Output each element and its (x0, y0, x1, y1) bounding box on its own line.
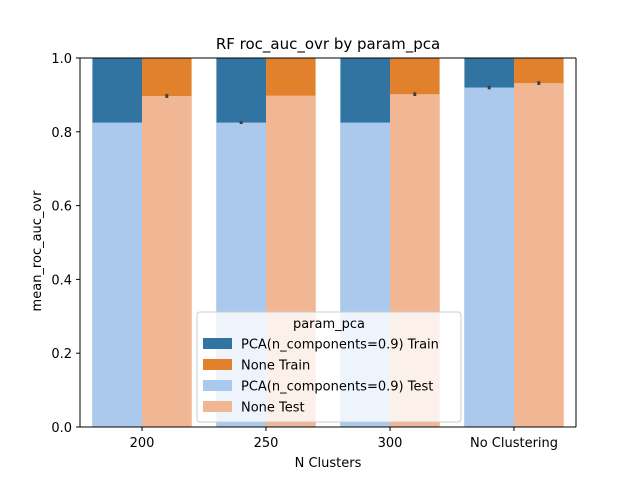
legend-frame (196, 311, 462, 423)
y-tick-label: 0.6 (51, 200, 72, 215)
x-axis-title: N Clusters (295, 456, 362, 471)
bar-pca-n-components-0-9-test-no-clustering (464, 87, 514, 428)
y-tick-label: 0.8 (51, 126, 72, 141)
legend-label-none-train: None Train (241, 359, 310, 374)
legend-label-pca-n-components-0-9-test: PCA(n_components=0.9) Test (241, 380, 433, 395)
error-bars-layer (165, 81, 541, 125)
bar-pca-n-components-0-9-test-200 (92, 122, 142, 427)
y-axis-title: mean_roc_auc_ovr (30, 190, 45, 312)
y-tick-label: 0.2 (51, 347, 72, 362)
legend: param_pca PCA(n_components=0.9) Train Non… (196, 311, 462, 423)
axes-layer: 0.0 0.2 0.4 0.6 0.8 1.0 200 250 300 No Clustering (51, 52, 577, 451)
y-tick-label: 0.0 (51, 421, 72, 436)
legend-swatch-none-test (203, 401, 232, 412)
bar-none-test-200 (142, 96, 192, 427)
chart-title: RF roc_auc_ovr by param_pca (216, 35, 440, 54)
x-tick-label-no-clustering: No Clustering (470, 436, 558, 451)
legend-swatch-none-train (203, 359, 232, 370)
y-tick-label: 1.0 (51, 52, 72, 67)
x-tick-label-200: 200 (130, 436, 155, 451)
legend-title: param_pca (293, 317, 365, 332)
legend-label-pca-n-components-0-9-train: PCA(n_components=0.9) Train (241, 338, 439, 353)
x-tick-label-250: 250 (254, 436, 279, 451)
x-tick-label-300: 300 (378, 436, 403, 451)
bar-none-test-no-clustering (514, 83, 564, 427)
y-tick-label: 0.4 (51, 273, 72, 288)
legend-swatch-pca-n-components-0-9-test (203, 380, 232, 391)
legend-swatch-pca-n-components-0-9-train (203, 338, 232, 349)
legend-label-none-test: None Test (241, 401, 305, 416)
